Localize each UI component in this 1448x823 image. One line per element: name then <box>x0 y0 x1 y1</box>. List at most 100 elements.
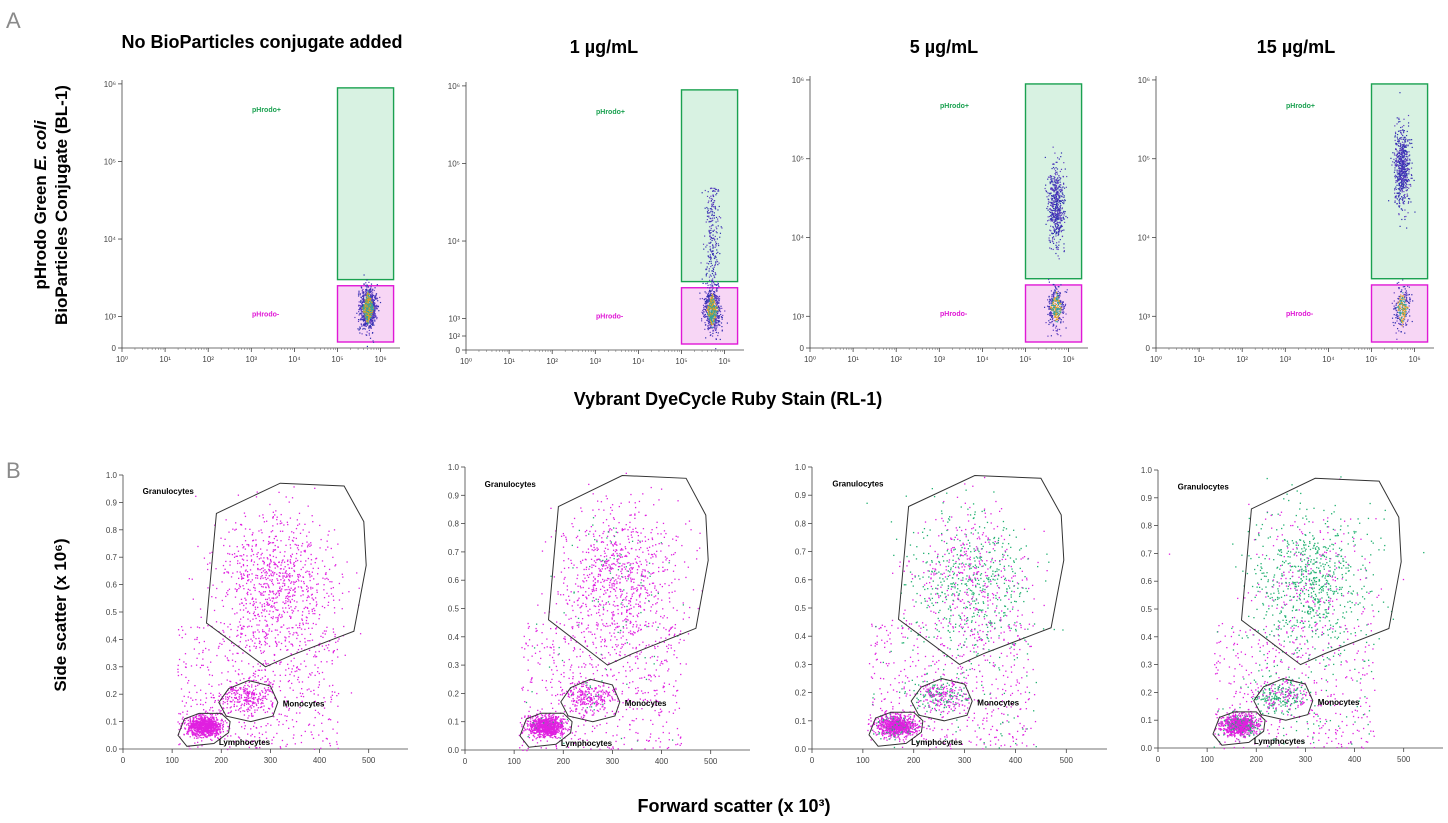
event <box>1399 320 1401 322</box>
event <box>1404 178 1406 181</box>
event <box>244 597 246 599</box>
event <box>714 306 717 309</box>
event <box>234 588 236 590</box>
event <box>712 267 714 269</box>
event <box>1060 191 1062 193</box>
event <box>365 291 367 294</box>
event <box>714 324 717 326</box>
event <box>227 571 229 573</box>
event <box>1399 155 1402 158</box>
event <box>296 666 299 668</box>
event <box>260 571 263 574</box>
event <box>1395 313 1398 315</box>
event <box>289 589 291 591</box>
event <box>717 189 719 191</box>
event <box>368 316 370 318</box>
event <box>1057 306 1059 309</box>
event <box>275 662 277 665</box>
event <box>239 562 241 564</box>
event <box>715 297 717 299</box>
event <box>1059 194 1061 197</box>
event <box>1402 179 1405 181</box>
event <box>288 627 290 629</box>
event <box>710 323 713 325</box>
event <box>371 319 373 321</box>
event <box>267 564 269 566</box>
event <box>714 235 716 238</box>
event <box>260 554 262 556</box>
event <box>1057 193 1059 196</box>
event <box>247 580 249 582</box>
event <box>366 305 368 307</box>
event <box>1401 303 1403 305</box>
event <box>369 302 371 304</box>
event <box>711 304 714 307</box>
event <box>706 315 708 318</box>
event <box>711 311 713 313</box>
event <box>229 545 231 547</box>
event <box>709 232 711 234</box>
event <box>1391 302 1393 304</box>
event <box>364 317 366 320</box>
event <box>246 626 249 628</box>
event <box>276 518 278 521</box>
event <box>264 582 266 585</box>
event <box>273 602 275 605</box>
event <box>1053 214 1055 216</box>
event <box>719 308 721 310</box>
event <box>368 291 370 293</box>
event <box>1057 217 1059 220</box>
event <box>1403 129 1405 132</box>
event <box>1055 201 1058 203</box>
event <box>366 318 368 320</box>
event <box>1404 165 1406 167</box>
event <box>290 606 292 608</box>
event <box>1056 171 1058 173</box>
event <box>266 698 268 700</box>
event <box>262 663 265 665</box>
event <box>708 295 711 297</box>
event <box>1056 313 1058 315</box>
event <box>261 629 264 631</box>
event <box>307 544 309 547</box>
event <box>1403 174 1405 176</box>
event <box>1399 160 1401 163</box>
event <box>1406 167 1409 169</box>
event <box>1054 230 1056 232</box>
event <box>379 296 381 299</box>
event <box>1402 188 1404 190</box>
event <box>714 328 716 330</box>
event <box>712 190 714 192</box>
event <box>362 288 364 291</box>
event <box>1408 168 1410 170</box>
event <box>1404 169 1406 171</box>
event <box>288 588 290 591</box>
event <box>1051 298 1053 300</box>
event <box>1394 177 1396 179</box>
x-tick-label: 10¹ <box>503 357 515 366</box>
event <box>266 564 269 567</box>
event <box>707 314 709 316</box>
event <box>246 692 249 695</box>
event <box>1406 227 1408 229</box>
event <box>1051 314 1053 317</box>
event <box>370 288 372 291</box>
event <box>360 317 362 320</box>
event <box>709 316 711 318</box>
event <box>1052 226 1054 229</box>
event <box>715 221 717 223</box>
event <box>1056 295 1058 297</box>
y-tick-label: 0.5 <box>106 608 118 617</box>
event <box>715 274 717 276</box>
event <box>1405 165 1407 167</box>
event <box>1395 176 1397 178</box>
event <box>711 253 714 256</box>
event <box>1404 139 1406 141</box>
event <box>243 546 245 548</box>
event <box>1059 221 1061 223</box>
event <box>305 616 308 618</box>
event <box>315 601 318 603</box>
event <box>231 696 233 699</box>
event <box>241 602 243 604</box>
